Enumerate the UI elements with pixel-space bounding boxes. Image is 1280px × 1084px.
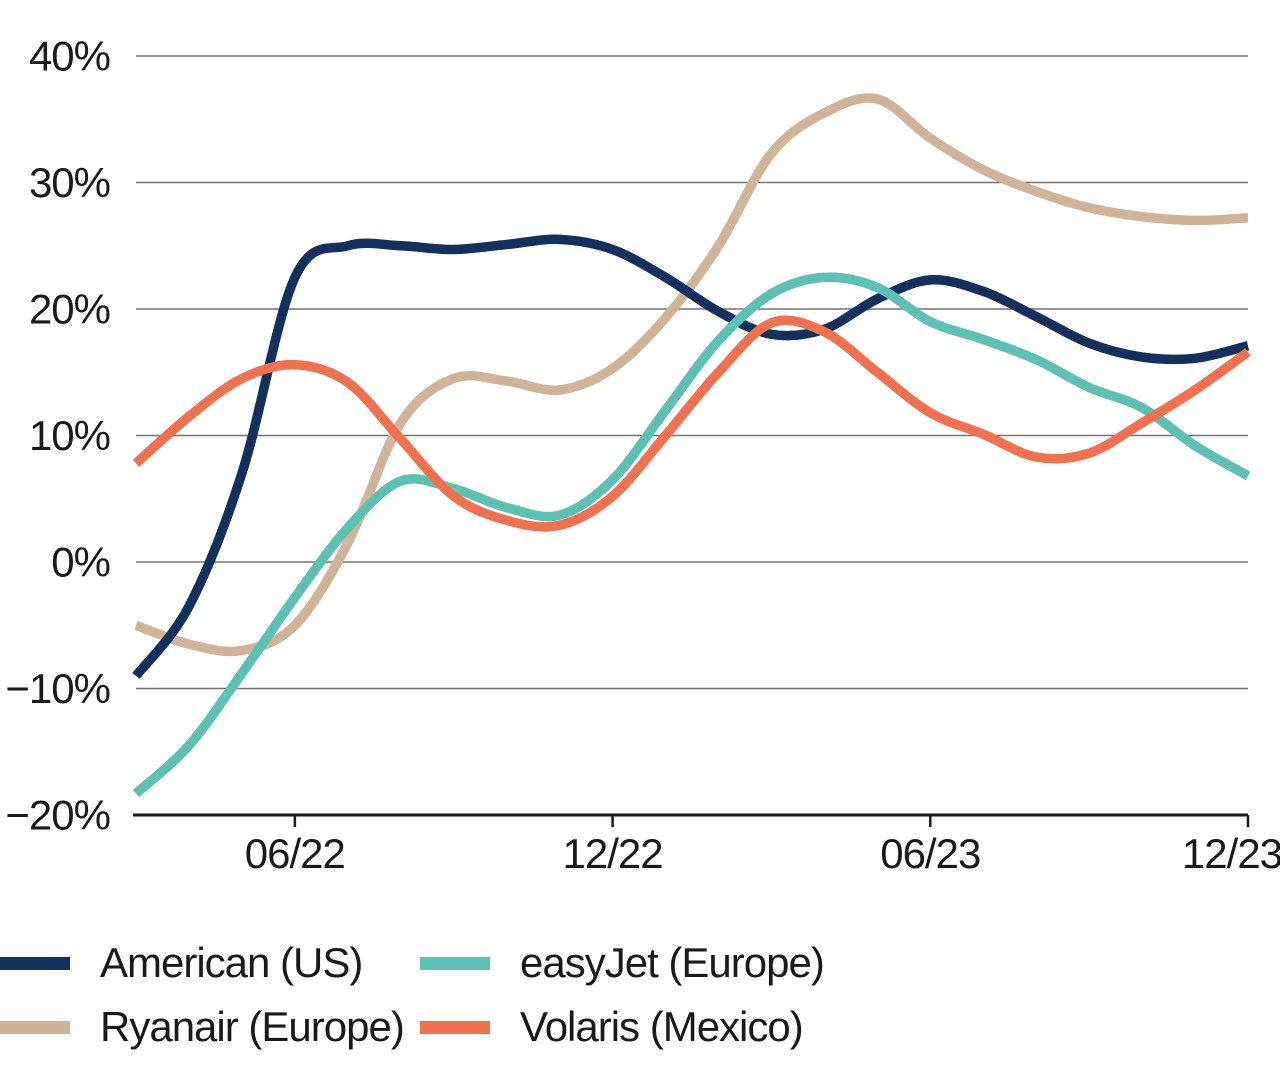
y-tick-label: −20%	[5, 792, 110, 839]
legend-label: Volaris (Mexico)	[520, 1003, 804, 1050]
series-line-american-us	[132, 234, 1250, 679]
x-tick-label: 12/22	[563, 830, 663, 877]
x-tick-label: 06/22	[245, 830, 345, 877]
y-tick-label: 10%	[29, 412, 110, 459]
legend-swatch-volaris-mexico	[420, 1020, 490, 1034]
series-line-easyjet-europe	[132, 272, 1251, 798]
legend: American (US) Ryanair (Europe) easyJet (Eu…	[0, 939, 825, 1048]
y-tick-label: 0%	[51, 539, 110, 586]
legend-item-american-us: American (US)	[0, 942, 420, 984]
y-tick-label: 40%	[29, 33, 110, 80]
legend-item-volaris-mexico: Volaris (Mexico)	[420, 1006, 824, 1048]
plot-area: 40% 30% 20% 10% 0% −10% −20% 06/22 12/22 06/23 12/…	[5, 33, 1280, 878]
x-tick-label: 06/23	[880, 830, 980, 877]
legend-swatch-easyjet-europe	[420, 956, 490, 970]
legend-item-ryanair-europe: Ryanair (Europe)	[0, 1006, 420, 1048]
legend-swatch-american-us	[0, 956, 70, 970]
legend-label: Ryanair (Europe)	[100, 1003, 405, 1050]
legend-item-easyjet-europe: easyJet (Europe)	[420, 939, 825, 986]
y-tick-label: −10%	[5, 665, 110, 712]
legend-label: easyJet (Europe)	[520, 939, 825, 986]
legend-swatch-ryanair-europe	[0, 1020, 70, 1034]
y-tick-label: 30%	[29, 159, 110, 206]
legend-label: American (US)	[100, 939, 363, 986]
y-tick-label: 20%	[29, 286, 110, 333]
x-tick-label: 12/23	[1182, 830, 1280, 877]
series-line-volaris-mexico	[132, 315, 1251, 532]
